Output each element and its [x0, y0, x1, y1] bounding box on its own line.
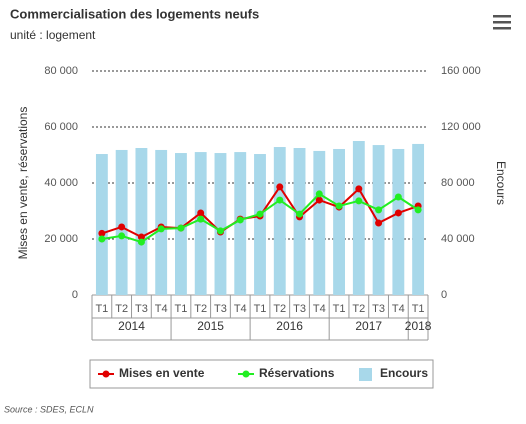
- point: [197, 215, 205, 223]
- bar: [273, 147, 286, 295]
- bar: [293, 148, 306, 295]
- point: [375, 206, 383, 214]
- y2-tick-label: 40 000: [441, 233, 475, 245]
- point: [375, 219, 383, 227]
- y2-tick-label: 0: [441, 289, 447, 301]
- x-group-label: 2017: [355, 319, 382, 333]
- x-group-label: 2016: [276, 319, 303, 333]
- x-tick-label: T1: [175, 303, 188, 315]
- menu-icon[interactable]: [493, 15, 511, 30]
- x-tick-label: T3: [214, 303, 227, 315]
- legend-marker: [359, 368, 372, 381]
- legend-label[interactable]: Réservations: [259, 366, 335, 380]
- x-group-label: 2018: [405, 319, 432, 333]
- point: [394, 209, 402, 217]
- point: [177, 224, 185, 232]
- bar: [234, 152, 247, 295]
- bar: [115, 149, 128, 295]
- point: [355, 185, 363, 193]
- point: [236, 216, 244, 224]
- x-tick-label: T2: [115, 303, 128, 315]
- x-tick-label: T1: [412, 303, 425, 315]
- point: [276, 183, 284, 191]
- x-group-label: 2015: [197, 319, 224, 333]
- bar: [352, 141, 365, 295]
- x-tick-label: T3: [293, 303, 306, 315]
- y2-tick-label: 160 000: [441, 65, 481, 77]
- bar: [313, 150, 326, 295]
- point: [216, 227, 224, 235]
- point: [137, 233, 145, 241]
- point: [118, 232, 126, 240]
- point: [256, 210, 264, 218]
- point: [137, 238, 145, 246]
- legend-marker: [102, 370, 110, 378]
- x-tick-label: T1: [254, 303, 267, 315]
- x-group-label: 2014: [118, 319, 145, 333]
- y-tick-label: 40 000: [44, 177, 78, 189]
- bar: [412, 143, 425, 295]
- bar: [175, 153, 187, 295]
- point: [315, 196, 323, 204]
- y2-tick-label: 80 000: [441, 177, 475, 189]
- bar: [194, 152, 207, 295]
- bar: [333, 148, 345, 295]
- y-tick-label: 60 000: [44, 121, 78, 133]
- point: [394, 193, 402, 201]
- bar: [214, 153, 227, 295]
- point: [157, 225, 165, 233]
- chart-subtitle: unité : logement: [10, 28, 96, 42]
- point: [414, 206, 422, 214]
- legend-label[interactable]: Mises en vente: [119, 366, 205, 380]
- point: [335, 202, 343, 210]
- chart-title: Commercialisation des logements neufs: [10, 6, 259, 21]
- x-tick-label: T4: [313, 303, 326, 315]
- point: [276, 196, 284, 204]
- point: [296, 210, 304, 218]
- point: [98, 229, 106, 237]
- source: Source : SDES, ECLN: [4, 404, 94, 414]
- x-tick-label: T3: [372, 303, 385, 315]
- x-tick-label: T2: [273, 303, 286, 315]
- legend-label[interactable]: Encours: [380, 366, 428, 380]
- bar: [155, 149, 168, 295]
- x-tick-label: T3: [135, 303, 148, 315]
- y-tick-label: 0: [72, 289, 78, 301]
- y-axis-title: Mises en vente, réservations: [16, 107, 30, 260]
- x-tick-label: T1: [333, 303, 346, 315]
- x-tick-label: T4: [234, 303, 247, 315]
- y2-tick-label: 120 000: [441, 121, 481, 133]
- bar: [392, 148, 405, 295]
- bar: [95, 154, 108, 295]
- y-tick-label: 20 000: [44, 233, 78, 245]
- x-tick-label: T4: [392, 303, 405, 315]
- bar: [135, 148, 148, 295]
- bar: [254, 154, 266, 295]
- x-tick-label: T2: [352, 303, 365, 315]
- y-tick-label: 80 000: [44, 65, 78, 77]
- point: [98, 235, 106, 243]
- x-tick-label: T2: [194, 303, 207, 315]
- y2-axis-title: Encours: [494, 161, 508, 205]
- legend-box: [89, 359, 434, 389]
- point: [197, 209, 205, 217]
- x-tick-label: T4: [155, 303, 168, 315]
- x-tick-label: T1: [95, 303, 108, 315]
- legend-marker: [242, 370, 250, 378]
- point: [355, 197, 363, 205]
- point: [315, 190, 323, 198]
- point: [118, 223, 126, 231]
